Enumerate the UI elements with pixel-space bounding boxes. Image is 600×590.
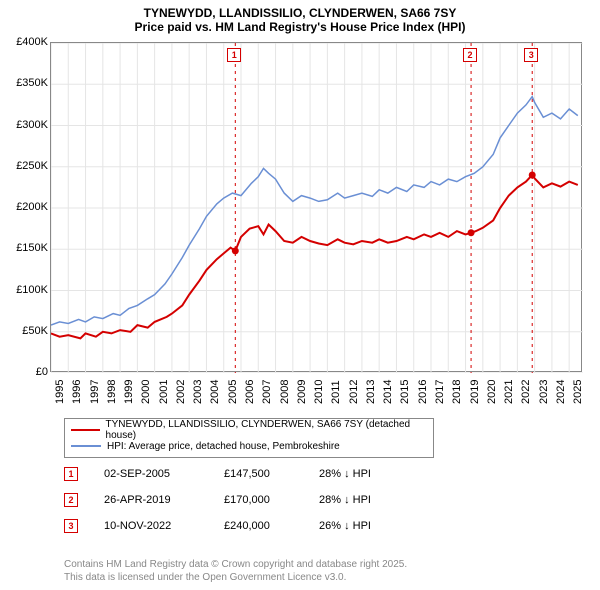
annotation-pct-3: 26% ↓ HPI: [319, 520, 429, 532]
y-tick-label: £200K: [16, 201, 48, 213]
x-tick-label: 2012: [348, 380, 360, 404]
title-line-2: Price paid vs. HM Land Registry's House …: [0, 20, 600, 34]
annotation-row-3: 3 10-NOV-2022 £240,000 26% ↓ HPI: [64, 514, 534, 538]
y-tick-label: £50K: [22, 325, 48, 337]
legend-label-price-paid: TYNEWYDD, LLANDISSILIO, CLYNDERWEN, SA66…: [106, 419, 427, 441]
x-tick-label: 2018: [451, 380, 463, 404]
x-tick-label: 2017: [434, 380, 446, 404]
chart-marker-1: 1: [227, 48, 241, 62]
y-tick-label: £350K: [16, 77, 48, 89]
chart-marker-2: 2: [463, 48, 477, 62]
y-tick-label: £0: [36, 366, 48, 378]
x-tick-label: 1999: [123, 380, 135, 404]
x-tick-label: 2025: [572, 380, 584, 404]
x-tick-label: 1995: [54, 380, 66, 404]
annotation-price-3: £240,000: [224, 520, 319, 532]
x-tick-label: 2006: [244, 380, 256, 404]
x-tick-label: 2013: [365, 380, 377, 404]
annotation-pct-2: 28% ↓ HPI: [319, 494, 429, 506]
title-line-1: TYNEWYDD, LLANDISSILIO, CLYNDERWEN, SA66…: [0, 6, 600, 20]
annotation-row-1: 1 02-SEP-2005 £147,500 28% ↓ HPI: [64, 462, 534, 486]
chart-svg: [51, 43, 583, 373]
x-tick-label: 2000: [140, 380, 152, 404]
annotation-date-3: 10-NOV-2022: [104, 520, 224, 532]
title-block: TYNEWYDD, LLANDISSILIO, CLYNDERWEN, SA66…: [0, 0, 600, 36]
y-tick-label: £100K: [16, 284, 48, 296]
x-tick-label: 2024: [555, 380, 567, 404]
annotation-marker-1: 1: [64, 467, 78, 481]
x-tick-label: 2010: [313, 380, 325, 404]
x-tick-label: 2021: [503, 380, 515, 404]
x-tick-label: 2022: [520, 380, 532, 404]
x-tick-label: 2001: [158, 380, 170, 404]
x-tick-label: 1996: [71, 380, 83, 404]
annotation-date-1: 02-SEP-2005: [104, 468, 224, 480]
x-tick-label: 2003: [192, 380, 204, 404]
footnote-line-2: This data is licensed under the Open Gov…: [64, 572, 346, 583]
x-tick-label: 2015: [399, 380, 411, 404]
y-tick-label: £150K: [16, 242, 48, 254]
x-tick-label: 2014: [382, 380, 394, 404]
x-tick-label: 2016: [417, 380, 429, 404]
annotation-date-2: 26-APR-2019: [104, 494, 224, 506]
x-tick-label: 2009: [296, 380, 308, 404]
chart-marker-3: 3: [524, 48, 538, 62]
annotation-price-1: £147,500: [224, 468, 319, 480]
legend-item-price-paid: TYNEWYDD, LLANDISSILIO, CLYNDERWEN, SA66…: [71, 422, 427, 438]
x-tick-label: 2005: [227, 380, 239, 404]
chart-container: TYNEWYDD, LLANDISSILIO, CLYNDERWEN, SA66…: [0, 0, 600, 590]
footnote-line-1: Contains HM Land Registry data © Crown c…: [64, 559, 407, 570]
x-tick-label: 2008: [279, 380, 291, 404]
legend-swatch-price-paid: [71, 429, 100, 431]
annotation-marker-2: 2: [64, 493, 78, 507]
x-tick-label: 2023: [538, 380, 550, 404]
x-tick-label: 2002: [175, 380, 187, 404]
legend: TYNEWYDD, LLANDISSILIO, CLYNDERWEN, SA66…: [64, 418, 434, 458]
legend-label-hpi: HPI: Average price, detached house, Pemb…: [107, 441, 340, 452]
annotation-marker-3: 3: [64, 519, 78, 533]
x-tick-label: 2004: [209, 380, 221, 404]
x-tick-label: 2007: [261, 380, 273, 404]
x-tick-label: 2011: [330, 380, 342, 404]
annotation-pct-1: 28% ↓ HPI: [319, 468, 429, 480]
y-tick-label: £300K: [16, 119, 48, 131]
chart-plot-area: [50, 42, 582, 372]
x-tick-label: 1998: [106, 380, 118, 404]
y-tick-label: £250K: [16, 160, 48, 172]
annotation-row-2: 2 26-APR-2019 £170,000 28% ↓ HPI: [64, 488, 534, 512]
footnote: Contains HM Land Registry data © Crown c…: [64, 558, 534, 584]
legend-swatch-hpi: [71, 445, 101, 447]
x-tick-label: 2020: [486, 380, 498, 404]
y-tick-label: £400K: [16, 36, 48, 48]
x-tick-label: 1997: [89, 380, 101, 404]
annotation-price-2: £170,000: [224, 494, 319, 506]
annotation-table: 1 02-SEP-2005 £147,500 28% ↓ HPI 2 26-AP…: [64, 462, 534, 540]
x-tick-label: 2019: [469, 380, 481, 404]
